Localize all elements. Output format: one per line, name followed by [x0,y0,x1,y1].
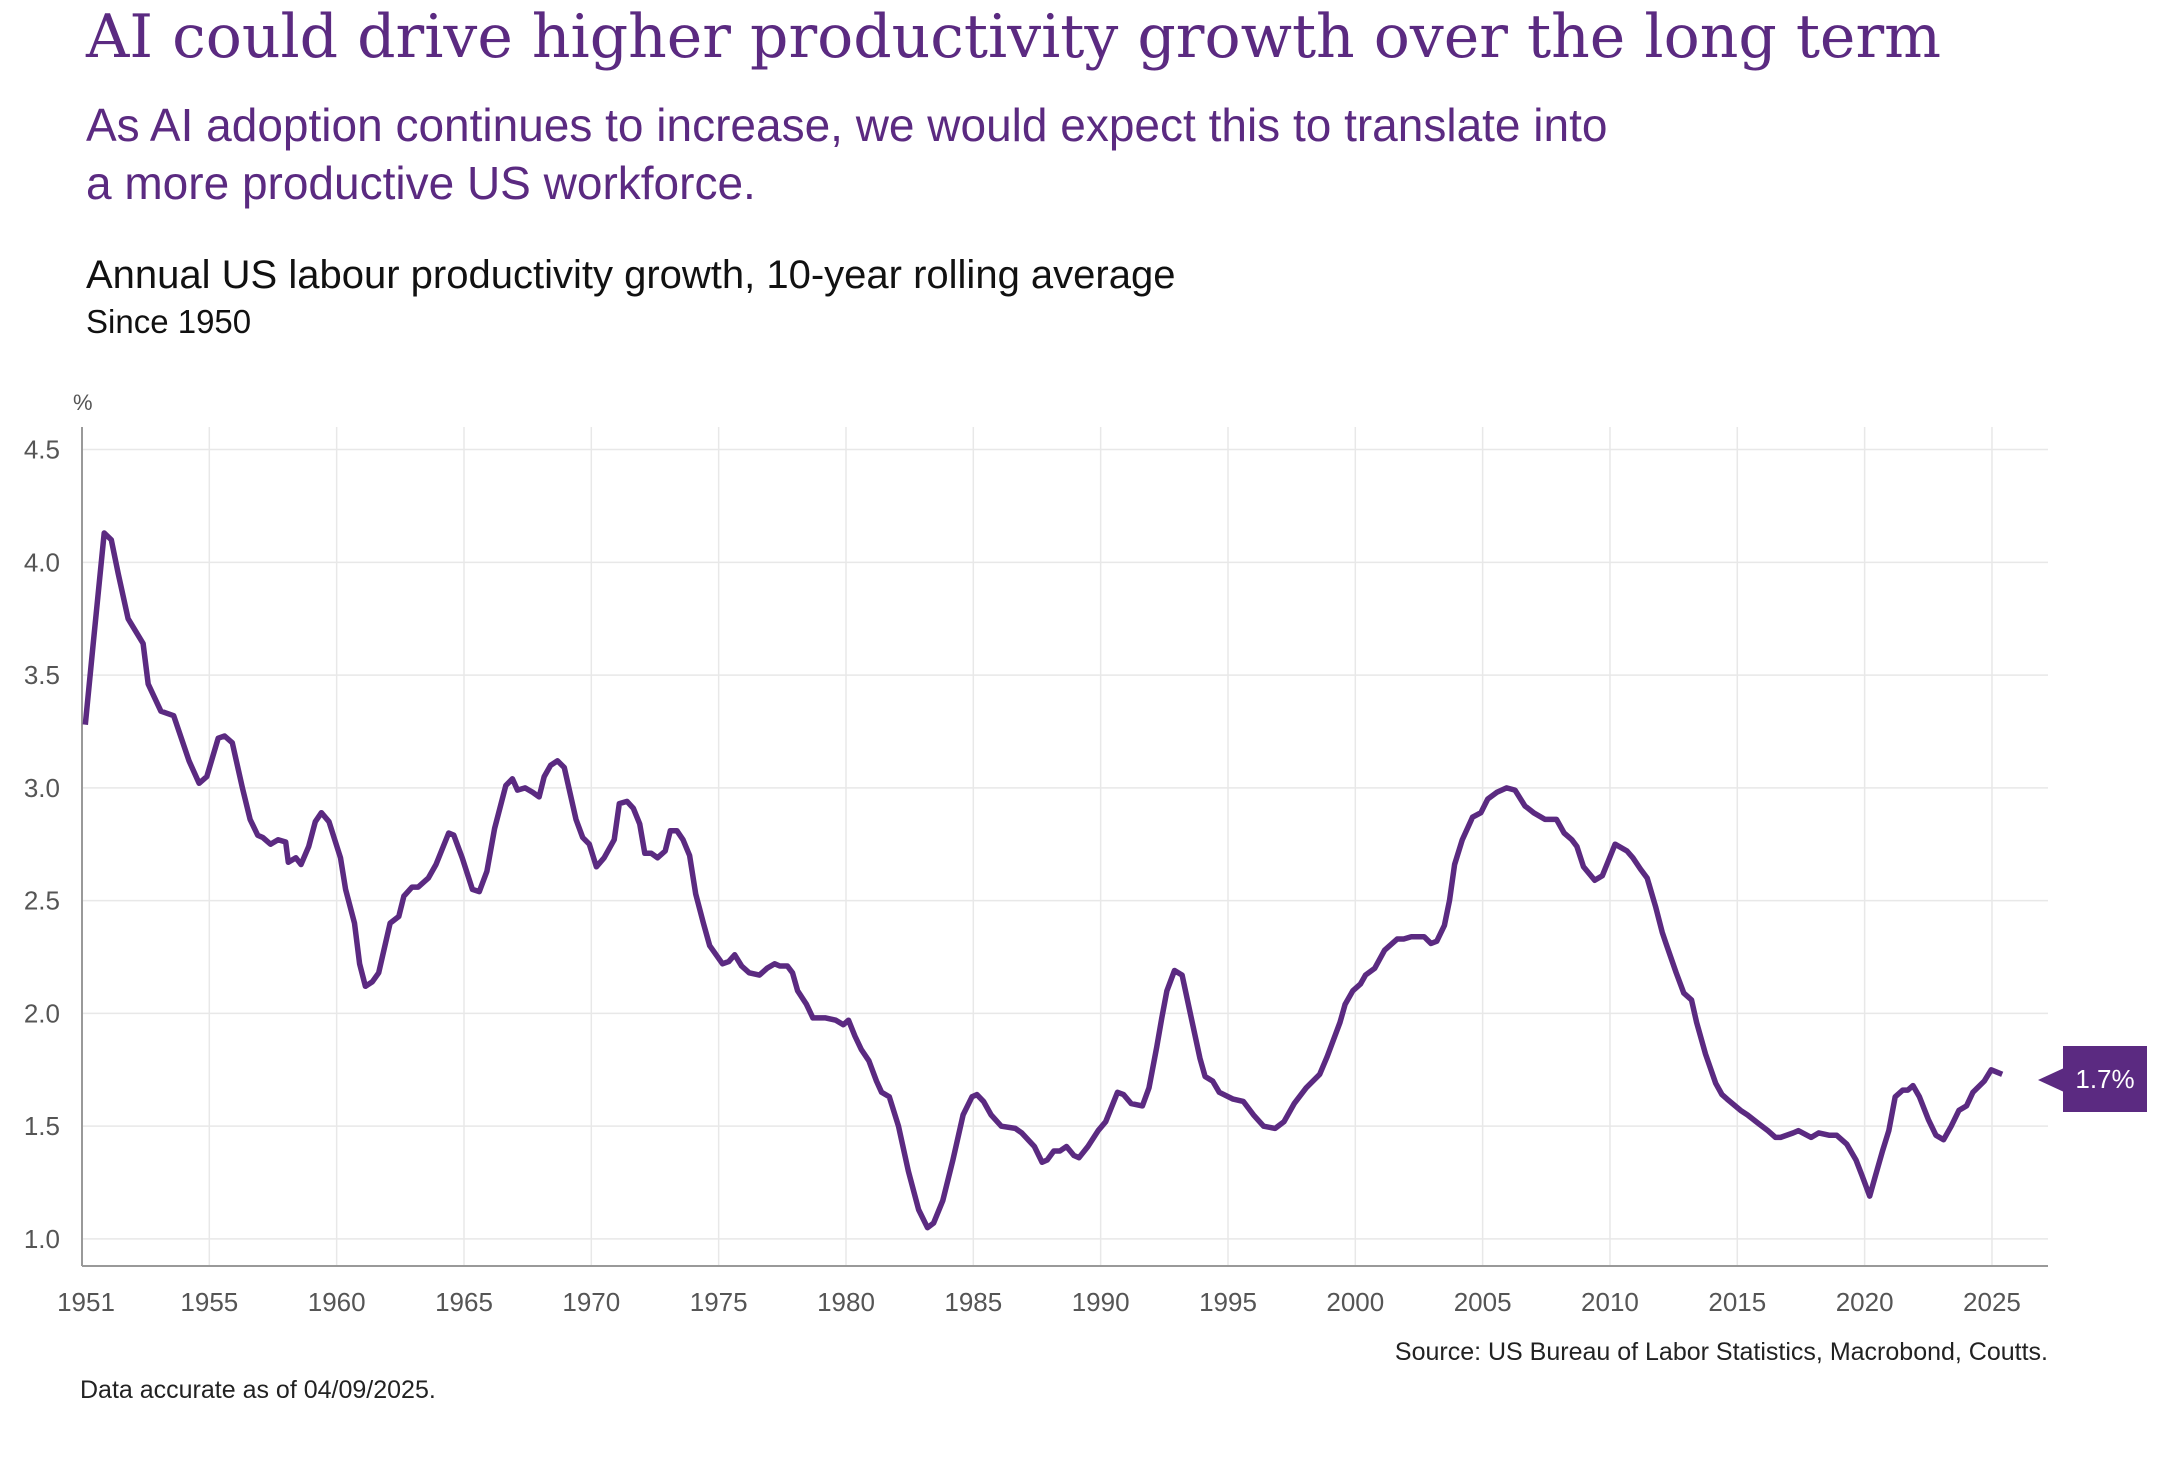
x-tick-label: 1965 [435,1287,493,1317]
chart-subtitle: Since 1950 [86,303,252,340]
series-line [82,530,2004,1231]
end-label-pointer [2038,1068,2064,1092]
y-axis-unit-label: % [73,390,93,415]
y-tick-label: 3.5 [24,660,60,690]
end-value-label: 1.7% [2063,1046,2147,1112]
x-tick-label: 1995 [1199,1287,1257,1317]
y-tick-label: 1.0 [24,1224,60,1254]
y-tick-label: 4.5 [24,435,60,465]
source-note: Source: US Bureau of Labor Statistics, M… [1394,1338,2048,1366]
x-tick-label: 2015 [1708,1287,1766,1317]
grid-layer [82,427,2048,1266]
x-tick-label: 2010 [1581,1287,1639,1317]
x-tick-label: 2025 [1963,1287,2021,1317]
y-tick-label: 2.5 [24,886,60,916]
series-layer [82,530,2004,1231]
x-tick-label: 1980 [817,1287,875,1317]
tick-labels: 1.0 1.5 2.0 2.5 3.0 3.5 4.0 4.5 1951 1955 1960 1965… [24,435,2021,1317]
page-title: AI could drive higher productivity growt… [86,2,1942,72]
y-tick-label: 2.0 [24,998,60,1028]
x-tick-label: 1951 [57,1287,115,1317]
page-subtitle: As AI adoption continues to increase, we… [86,96,1607,212]
x-tick-label: 1960 [308,1287,366,1317]
x-tick-label: 1990 [1072,1287,1130,1317]
y-tick-label: 3.0 [24,773,60,803]
x-tick-label: 2005 [1454,1287,1512,1317]
x-tick-label: 1975 [690,1287,748,1317]
x-tick-label: 1970 [562,1287,620,1317]
x-tick-label: 1985 [944,1287,1002,1317]
chart-title: Annual US labour productivity growth, 10… [86,253,1176,297]
subtitle-line-1: As AI adoption continues to increase, we… [86,99,1608,151]
y-tick-label: 1.5 [24,1111,60,1141]
x-tick-label: 2000 [1326,1287,1384,1317]
subtitle-line-2: a more productive US workforce. [86,157,756,209]
x-tick-label: 1955 [180,1287,238,1317]
data-accuracy-note: Data accurate as of 04/09/2025. [80,1376,436,1404]
y-tick-label: 4.0 [24,547,60,577]
x-tick-label: 2020 [1836,1287,1894,1317]
axis-layer [81,427,2048,1267]
